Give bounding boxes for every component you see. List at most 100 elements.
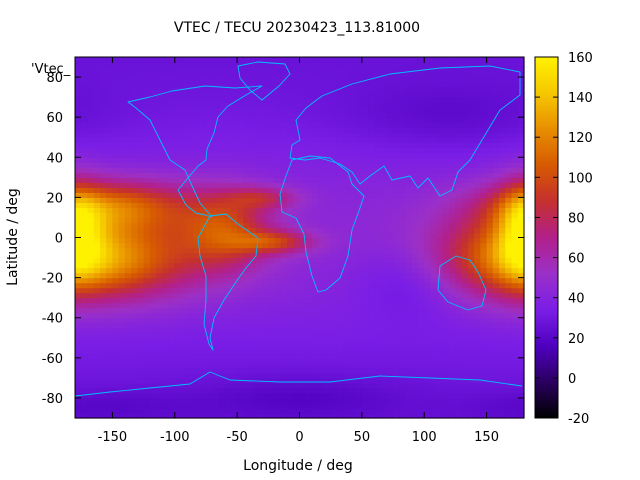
heatmap-cell <box>349 97 357 103</box>
heatmap-cell <box>492 132 500 138</box>
heatmap-cell <box>187 372 195 379</box>
heatmap-cell <box>137 172 145 178</box>
heatmap-cell <box>368 77 375 83</box>
heatmap-cell <box>274 292 282 299</box>
heatmap-cell <box>124 407 132 414</box>
heatmap-cell <box>143 157 151 163</box>
heatmap-cell <box>237 122 244 128</box>
heatmap-cell <box>330 267 338 274</box>
heatmap-cell <box>374 397 382 404</box>
heatmap-cell <box>230 222 238 229</box>
heatmap-cell <box>361 197 369 203</box>
heatmap-cell <box>162 377 170 384</box>
heatmap-cell <box>330 107 338 113</box>
heatmap-cell <box>386 347 394 354</box>
heatmap-cell <box>492 72 500 78</box>
heatmap-cell <box>492 242 500 249</box>
heatmap-cell <box>380 97 388 103</box>
heatmap-cell <box>343 177 350 183</box>
heatmap-cell <box>324 252 332 259</box>
heatmap-cell <box>380 122 388 128</box>
heatmap-cell <box>449 382 457 389</box>
heatmap-cell <box>205 237 213 244</box>
heatmap-cell <box>99 267 107 274</box>
heatmap-cell <box>112 232 120 239</box>
heatmap-cell <box>486 182 494 188</box>
heatmap-cell <box>143 322 151 329</box>
heatmap-cell <box>474 217 481 224</box>
heatmap-cell <box>162 247 170 254</box>
heatmap-cell <box>205 307 213 314</box>
heatmap-cell <box>274 97 282 103</box>
heatmap-cell <box>212 62 220 68</box>
heatmap-cell <box>305 107 313 113</box>
heatmap-cell <box>212 307 220 314</box>
heatmap-cell <box>99 112 107 118</box>
heatmap-cell <box>156 112 163 118</box>
heatmap-cell <box>449 292 457 299</box>
heatmap-cell <box>174 202 182 209</box>
heatmap-cell <box>99 367 107 374</box>
heatmap-cell <box>436 222 444 229</box>
heatmap-cell <box>417 152 425 158</box>
heatmap-cell <box>480 167 488 173</box>
heatmap-cell <box>374 57 382 63</box>
heatmap-cell <box>181 97 188 103</box>
heatmap-cell <box>368 367 375 374</box>
heatmap-cell <box>405 352 413 359</box>
heatmap-cell <box>268 402 276 409</box>
heatmap-cell <box>293 207 301 214</box>
heatmap-cell <box>212 252 220 259</box>
heatmap-cell <box>149 147 157 153</box>
heatmap-cell <box>99 237 107 244</box>
heatmap-cell <box>193 332 201 339</box>
heatmap-cell <box>93 72 101 78</box>
heatmap-cell <box>499 342 506 349</box>
heatmap-cell <box>81 82 89 88</box>
heatmap-cell <box>237 67 244 73</box>
heatmap-cell <box>287 362 294 369</box>
heatmap-cell <box>492 267 500 274</box>
heatmap-cell <box>417 382 425 389</box>
heatmap-cell <box>492 292 500 299</box>
heatmap-cell <box>287 392 294 399</box>
heatmap-cell <box>93 307 101 314</box>
heatmap-cell <box>449 182 457 188</box>
heatmap-cell <box>405 122 413 128</box>
heatmap-cell <box>474 117 481 123</box>
heatmap-cell <box>287 202 294 209</box>
heatmap-cell <box>81 137 89 143</box>
heatmap-cell <box>480 162 488 168</box>
heatmap-cell <box>393 107 400 113</box>
heatmap-cell <box>118 187 126 193</box>
heatmap-cell <box>436 267 444 274</box>
heatmap-cell <box>143 167 151 173</box>
heatmap-cell <box>393 342 400 349</box>
heatmap-cell <box>268 112 276 118</box>
heatmap-cell <box>305 217 313 224</box>
heatmap-cell <box>499 247 506 254</box>
heatmap-cell <box>93 127 101 133</box>
heatmap-cell <box>430 307 438 314</box>
heatmap-cell <box>330 167 338 173</box>
heatmap-cell <box>336 317 344 324</box>
heatmap-cell <box>249 412 257 419</box>
heatmap-cell <box>93 362 101 369</box>
heatmap-cell <box>187 342 195 349</box>
heatmap-cell <box>417 177 425 183</box>
heatmap-cell <box>343 162 350 168</box>
heatmap-cell <box>318 157 326 163</box>
heatmap-cell <box>417 377 425 384</box>
heatmap-cell <box>255 322 263 329</box>
heatmap-cell <box>343 367 350 374</box>
heatmap-cell <box>205 372 213 379</box>
heatmap-cell <box>193 202 201 209</box>
heatmap-cell <box>486 172 494 178</box>
heatmap-cell <box>393 167 400 173</box>
heatmap-cell <box>280 247 288 254</box>
heatmap-cell <box>156 292 163 299</box>
heatmap-cell <box>249 257 257 264</box>
heatmap-cell <box>149 217 157 224</box>
heatmap-cell <box>149 137 157 143</box>
heatmap-cell <box>218 127 226 133</box>
